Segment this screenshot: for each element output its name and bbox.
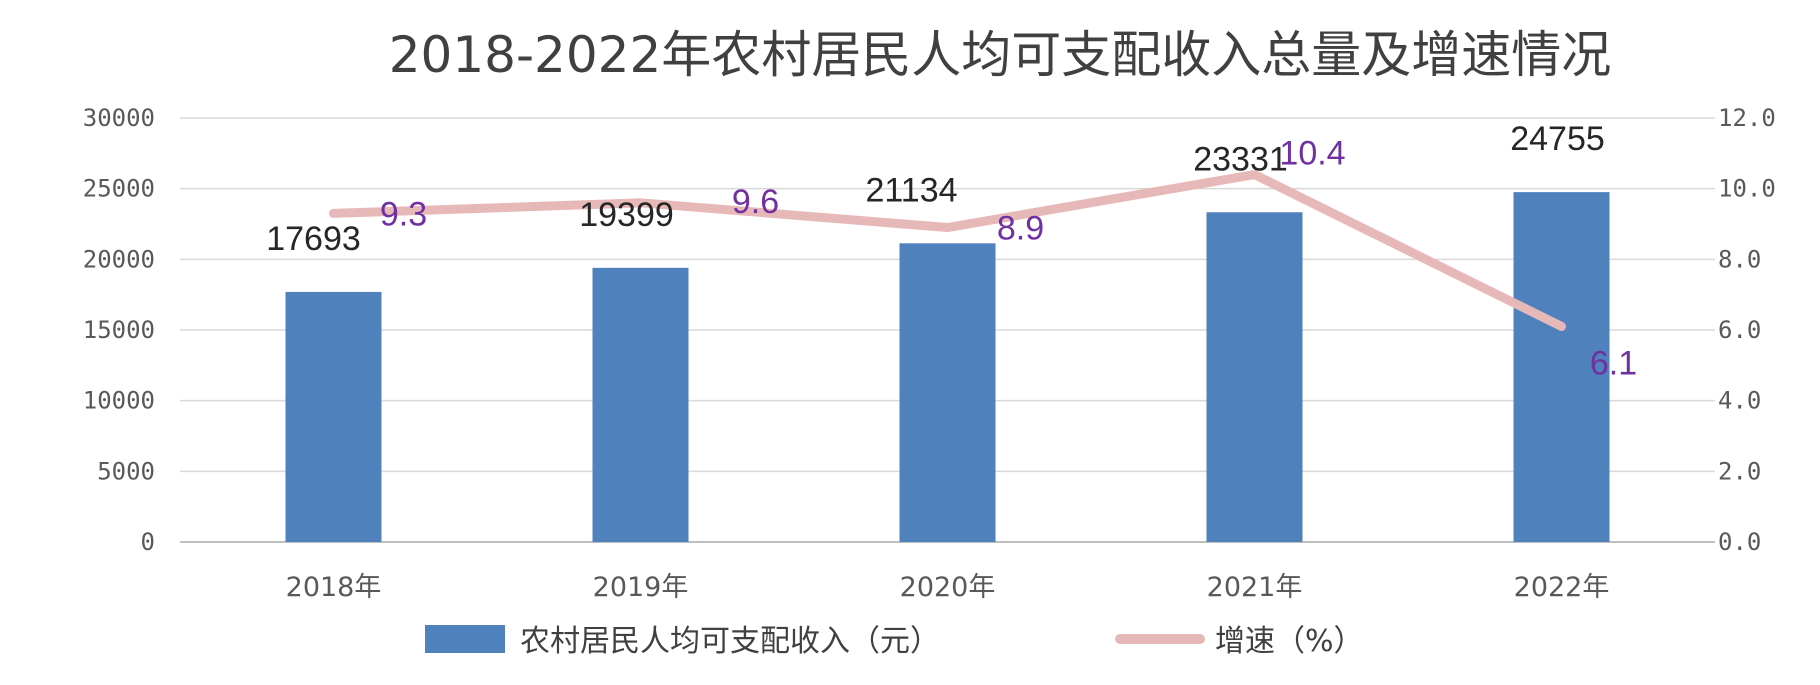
chart-title: 2018-2022年农村居民人均可支配收入总量及增速情况: [389, 26, 1612, 84]
bar-value-label: 21134: [865, 171, 957, 209]
legend-swatch-income: [425, 625, 505, 653]
y-left-tick-label: 30000: [83, 104, 155, 132]
y-right-tick-label: 12.0: [1718, 104, 1776, 132]
x-tick-label: 2022年: [1514, 572, 1610, 603]
legend-label-income: 农村居民人均可支配收入（元）: [520, 624, 940, 659]
bar: [1513, 192, 1610, 542]
growth-value-label: 9.6: [732, 183, 779, 221]
bar-value-label: 19399: [579, 196, 674, 234]
legend: 农村居民人均可支配收入（元） 增速（%）: [425, 624, 1364, 659]
line-point: [1253, 173, 1256, 176]
y-left-tick-label: 10000: [83, 387, 155, 415]
y-right-tick-label: 8.0: [1718, 245, 1761, 273]
bar: [285, 291, 382, 542]
bar-value-label: 23331: [1193, 140, 1288, 178]
growth-value-label: 10.4: [1279, 135, 1345, 173]
bar: [592, 267, 689, 542]
y-right-tick-label: 6.0: [1718, 316, 1761, 344]
y-right-tick-label: 2.0: [1718, 457, 1761, 485]
bar-series: [285, 192, 1610, 543]
line-point: [946, 226, 949, 229]
y-left-tick-label: 0: [141, 528, 155, 556]
bar-value-label: 17693: [266, 220, 361, 258]
legend-label-growth: 增速（%）: [1215, 624, 1364, 659]
y-left-tick-label: 20000: [83, 245, 155, 273]
axes: 0 5000 10000 15000 20000 25000 30000 0.0 2.0 4.0 6…: [83, 104, 1776, 603]
line-point: [1560, 325, 1563, 328]
growth-value-label: 9.3: [380, 195, 427, 233]
x-tick-label: 2019年: [593, 572, 689, 603]
y-right-tick-label: 0.0: [1718, 528, 1761, 556]
x-tick-label: 2018年: [286, 572, 382, 603]
bar-value-label: 24755: [1510, 120, 1605, 158]
line-series: [329, 170, 1566, 331]
y-left-tick-label: 25000: [83, 175, 155, 203]
y-right-tick-label: 10.0: [1718, 175, 1776, 203]
bar: [1206, 212, 1303, 543]
bar: [899, 243, 996, 542]
x-tick-label: 2020年: [900, 572, 996, 603]
data-labels: 17693 19399 21134 23331 24755 9.3 9.6 8.9 10.4 6.…: [266, 120, 1637, 382]
y-left-tick-label: 15000: [83, 316, 155, 344]
growth-value-label: 6.1: [1590, 344, 1637, 382]
y-left-tick-label: 5000: [97, 457, 155, 485]
line-point: [332, 212, 335, 215]
line-point: [639, 201, 642, 204]
x-tick-label: 2021年: [1207, 572, 1303, 603]
y-right-tick-label: 4.0: [1718, 387, 1761, 415]
growth-value-label: 8.9: [997, 210, 1044, 248]
